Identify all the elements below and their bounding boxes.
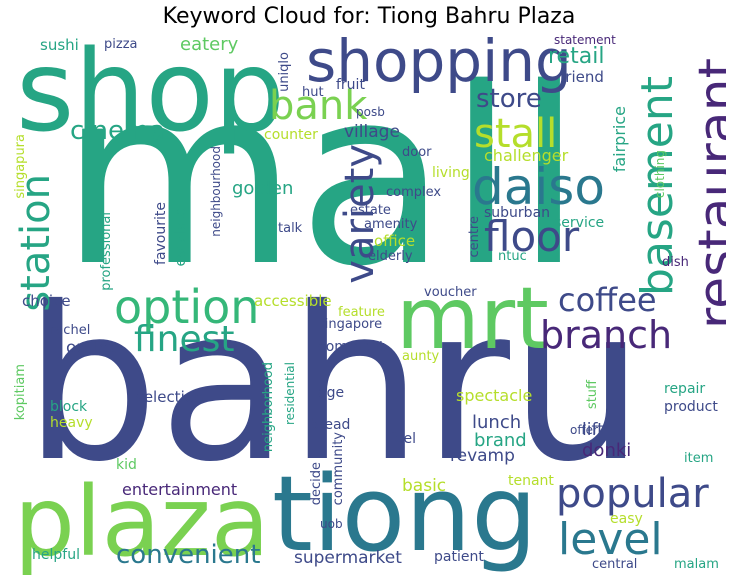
word-counter: counter [264, 127, 318, 143]
word-service: service [554, 215, 605, 231]
word-professional: professional [99, 212, 114, 291]
word-donki: donki [582, 440, 632, 461]
word-store: store [476, 84, 542, 114]
word-hut: hut [302, 85, 324, 100]
word-cinema: cinema [70, 116, 166, 146]
word-feel: feel [390, 431, 417, 447]
word-retail: retail [548, 44, 605, 69]
word-posb: posb [356, 105, 385, 119]
word-bread: bread [310, 417, 351, 433]
word-cloud: mall bahru plaza tiong shop shopping mrt… [14, 34, 726, 579]
word-comment: comment [318, 339, 385, 355]
word-golden: golden [232, 178, 294, 199]
word-fruit: fruit [336, 77, 365, 93]
word-pizza: pizza [104, 37, 138, 52]
word-product: product [664, 399, 718, 415]
word-estate: estate [350, 203, 391, 218]
word-revamp: revamp [450, 446, 515, 466]
word-kid: kid [116, 457, 137, 473]
word-central: central [592, 557, 638, 572]
word-choice: choice [22, 292, 71, 310]
word-uob: uob [320, 517, 343, 531]
word-entertainment: entertainment [122, 480, 238, 499]
word-supermarket: supermarket [294, 548, 402, 568]
word-rachel: rachel [50, 323, 91, 338]
word-stuff: stuff [585, 380, 600, 410]
word-finest: finest [134, 319, 235, 360]
word-decide: decide [309, 462, 324, 506]
word-shop: shop [16, 34, 285, 157]
word-accessible: accessible [254, 292, 332, 310]
word-coffee: coffee [558, 281, 657, 319]
word-offer: offer [570, 423, 598, 437]
word-option: option [114, 280, 260, 334]
word-singapura: singapura [14, 134, 28, 199]
word-brand: brand [474, 430, 527, 451]
word-elderly: elderly [368, 249, 413, 264]
word-outlet: outlet [66, 338, 116, 358]
word-clothing: clothing [653, 150, 667, 199]
word-feature: feature [338, 305, 385, 320]
word-village: village [344, 122, 400, 142]
word-statement: statement [554, 34, 616, 47]
word-mall: mall [60, 36, 583, 320]
word-restaurant: restaurant [688, 58, 726, 330]
word-sushi: sushi [40, 36, 79, 54]
word-fairprice: fairprice [610, 106, 629, 173]
word-tenant: tenant [508, 473, 554, 489]
word-voucher: voucher [424, 285, 477, 300]
word-bahru: bahru [24, 261, 645, 508]
word-amenity: amenity [364, 217, 418, 232]
word-daiso: daiso [472, 158, 605, 216]
word-plaza: plaza [14, 466, 270, 578]
word-mrt: mrt [396, 269, 549, 369]
word-neighborhood: neighborhood [261, 362, 276, 453]
word-community: community [331, 432, 346, 506]
word-dish: dish [662, 255, 689, 270]
word-floor: floor [484, 212, 580, 261]
word-residential: residential [283, 362, 297, 425]
word-helpful: helpful [32, 547, 80, 563]
word-neighbourhood: neighbourhood [209, 146, 223, 237]
word-escalator: escalator [173, 202, 189, 267]
word-malam: malam [674, 557, 719, 572]
word-tiong: tiong [272, 453, 538, 575]
word-stall: stall [474, 111, 558, 157]
word-patient: patient [434, 549, 484, 565]
word-favourite: favourite [153, 202, 169, 265]
word-shopping: shopping [306, 34, 572, 95]
word-heavy: heavy [50, 415, 93, 431]
word-living: living [432, 165, 470, 181]
word-lift: lift [582, 420, 604, 440]
word-popular: popular [556, 471, 709, 517]
word-door: door [402, 145, 432, 160]
word-level: level [558, 514, 663, 565]
word-lunch: lunch [472, 412, 522, 433]
word-block: block [50, 399, 88, 415]
word-uniqlo: uniqlo [277, 52, 292, 92]
word-branch: branch [540, 313, 673, 357]
word-suburban: suburban [484, 205, 551, 221]
word-talk: talk [278, 221, 303, 236]
word-singapore: singapore [318, 317, 383, 332]
page-title: Keyword Cloud for: Tiong Bahru Plaza [162, 4, 576, 29]
word-age: age [318, 385, 345, 401]
word-convenient: convenient [116, 540, 261, 570]
word-item: item [684, 451, 714, 466]
word-eatery: eatery [180, 34, 239, 55]
word-centre: centre [467, 216, 482, 258]
word-complex: complex [386, 185, 442, 200]
word-kopitiam: kopitiam [14, 364, 28, 421]
word-bank: bank [269, 83, 368, 129]
word-repair: repair [664, 381, 706, 397]
word-ntuc: ntuc [498, 249, 527, 264]
word-basic: basic [402, 476, 447, 496]
word-aunty: aunty [402, 349, 440, 364]
word-friend: friend [560, 68, 604, 86]
word-selection: selection [136, 388, 204, 406]
word-office: office [374, 232, 416, 250]
word-spectacle: spectacle [456, 386, 533, 405]
word-challenger: challenger [484, 146, 569, 165]
word-easy: easy [610, 511, 643, 527]
